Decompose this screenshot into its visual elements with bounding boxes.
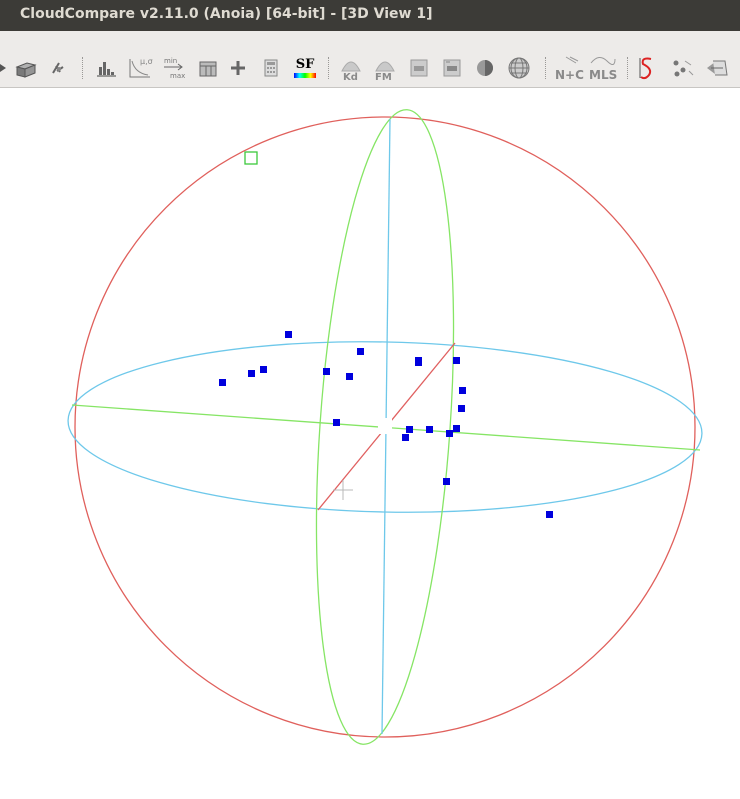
separator xyxy=(82,57,83,79)
point[interactable] xyxy=(459,387,466,394)
box-icon[interactable] xyxy=(12,49,38,87)
point[interactable] xyxy=(453,357,460,364)
sf-arithmetic-icon[interactable] xyxy=(196,49,220,87)
facet-fm-icon[interactable]: FM xyxy=(370,49,400,87)
selection-square-icon xyxy=(244,151,258,165)
fm-label: FM xyxy=(375,72,392,83)
point[interactable] xyxy=(406,426,413,433)
sensor-icon[interactable] xyxy=(46,49,70,87)
point[interactable] xyxy=(219,379,226,386)
filter-by-value-icon[interactable]: min max xyxy=(160,49,190,87)
calculator-icon[interactable] xyxy=(260,49,282,87)
kd-tree-icon[interactable]: Kd xyxy=(336,49,366,87)
normals-curvature-icon[interactable]: N+C xyxy=(552,49,584,87)
mls-label: MLS xyxy=(589,68,617,82)
sf-color-scale-icon[interactable]: SF xyxy=(290,49,320,87)
svg-text:μ,σ: μ,σ xyxy=(140,57,153,66)
sphere-outline-red xyxy=(74,116,696,738)
point[interactable] xyxy=(260,366,267,373)
nc-label: N+C xyxy=(555,68,584,82)
point[interactable] xyxy=(323,368,330,375)
svg-text:min: min xyxy=(164,57,177,65)
point[interactable] xyxy=(402,434,409,441)
segmentation-s-icon[interactable] xyxy=(634,49,660,87)
point[interactable] xyxy=(333,419,340,426)
separator xyxy=(627,57,628,79)
mls-icon[interactable]: MLS xyxy=(587,49,619,87)
3d-view[interactable] xyxy=(0,88,740,795)
point[interactable] xyxy=(453,425,460,432)
point-cloud xyxy=(219,331,553,518)
point[interactable] xyxy=(546,511,553,518)
point[interactable] xyxy=(346,373,353,380)
center-gap xyxy=(378,418,392,434)
sf-label: SF xyxy=(295,57,315,72)
svg-text:max: max xyxy=(170,72,185,80)
point[interactable] xyxy=(426,426,433,433)
add-sf-icon[interactable] xyxy=(227,49,249,87)
point-list-2-icon[interactable] xyxy=(438,49,466,87)
histogram-icon[interactable] xyxy=(94,49,118,87)
point-list-icon[interactable] xyxy=(405,49,433,87)
sphere-shading-icon[interactable] xyxy=(472,49,498,87)
window-title: CloudCompare v2.11.0 (Anoia) [64-bit] - … xyxy=(0,0,740,31)
point[interactable] xyxy=(446,430,453,437)
crosshair-cursor-icon xyxy=(333,480,353,500)
arrow-partial-icon[interactable] xyxy=(0,49,8,87)
point[interactable] xyxy=(285,331,292,338)
main-toolbar: μ,σ min max SF Kd FM N+C xyxy=(0,49,740,88)
point[interactable] xyxy=(357,348,364,355)
separator xyxy=(328,57,329,79)
point[interactable] xyxy=(443,478,450,485)
menu-toolbar-strip xyxy=(0,31,740,49)
3d-scene[interactable] xyxy=(0,88,740,795)
separator xyxy=(545,57,546,79)
register-icon[interactable] xyxy=(702,49,732,87)
point[interactable] xyxy=(415,359,422,366)
distribution-fit-icon[interactable]: μ,σ xyxy=(126,49,154,87)
cloud-cluster-icon[interactable] xyxy=(668,49,696,87)
point[interactable] xyxy=(248,370,255,377)
kd-label: Kd xyxy=(343,72,358,83)
globe-icon[interactable] xyxy=(505,49,533,87)
point[interactable] xyxy=(458,405,465,412)
